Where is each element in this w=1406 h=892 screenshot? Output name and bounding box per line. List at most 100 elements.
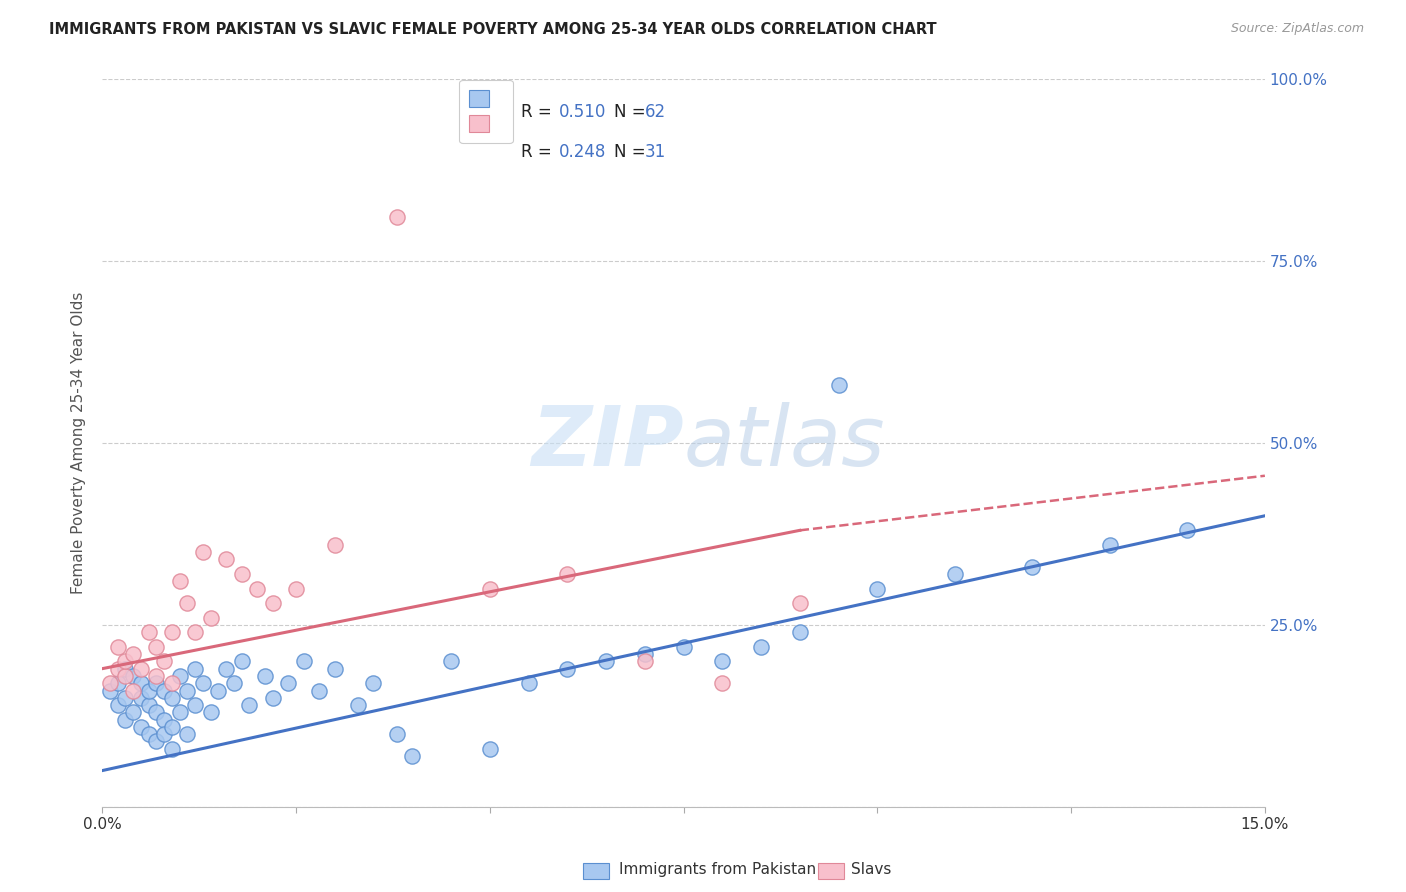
Point [478, 582, 501, 596]
Point [107, 640, 129, 654]
Point [129, 720, 152, 734]
Point [122, 669, 145, 683]
Point [215, 662, 238, 676]
Y-axis label: Female Poverty Among 25-34 Year Olds: Female Poverty Among 25-34 Year Olds [72, 292, 86, 594]
Point [246, 582, 269, 596]
Point [200, 706, 222, 720]
Point [122, 647, 145, 661]
Point [262, 690, 284, 705]
Point [215, 552, 238, 566]
Text: IMMIGRANTS FROM PAKISTAN VS SLAVIC FEMALE POVERTY AMONG 25-34 YEAR OLDS CORRELAT: IMMIGRANTS FROM PAKISTAN VS SLAVIC FEMAL… [49, 22, 936, 37]
Point [114, 690, 136, 705]
Text: R =: R = [520, 143, 557, 161]
Point [176, 683, 198, 698]
Point [129, 690, 152, 705]
Point [1175, 524, 1198, 538]
Point [160, 720, 183, 734]
Point [145, 640, 167, 654]
Point [517, 676, 540, 690]
Point [98, 683, 121, 698]
Point [827, 377, 849, 392]
Point [122, 706, 145, 720]
Point [114, 654, 136, 668]
Point [107, 698, 129, 712]
Point [160, 676, 183, 690]
Point [711, 654, 734, 668]
Point [385, 727, 408, 741]
Point [231, 567, 253, 582]
Text: atlas: atlas [683, 402, 886, 483]
Point [153, 654, 176, 668]
Point [866, 582, 889, 596]
Point [169, 706, 191, 720]
Point [114, 662, 136, 676]
Point [98, 676, 121, 690]
Point [129, 676, 152, 690]
Text: N =: N = [614, 103, 651, 120]
Point [160, 625, 183, 640]
Point [114, 713, 136, 727]
Point [385, 211, 408, 225]
Point [292, 654, 315, 668]
Point [114, 669, 136, 683]
Point [191, 676, 214, 690]
Point [634, 647, 657, 661]
Point [634, 654, 657, 668]
Point [207, 683, 229, 698]
Point [478, 741, 501, 756]
Point [169, 669, 191, 683]
Point [789, 625, 811, 640]
Text: 0.248: 0.248 [560, 143, 606, 161]
Point [1021, 559, 1043, 574]
Text: 0.510: 0.510 [560, 103, 606, 120]
Point [184, 662, 207, 676]
Point [138, 683, 160, 698]
Point [262, 596, 284, 610]
Point [153, 683, 176, 698]
Point [176, 727, 198, 741]
Point [238, 698, 260, 712]
Text: 62: 62 [645, 103, 666, 120]
Point [184, 625, 207, 640]
Point [145, 669, 167, 683]
Point [160, 690, 183, 705]
Point [153, 727, 176, 741]
Point [138, 727, 160, 741]
Point [308, 683, 330, 698]
Point [323, 662, 346, 676]
Point [555, 567, 578, 582]
Point [749, 640, 772, 654]
Point [672, 640, 695, 654]
Point [363, 676, 385, 690]
Point [323, 538, 346, 552]
Point [943, 567, 966, 582]
Point [160, 741, 183, 756]
Text: N =: N = [614, 143, 651, 161]
Point [277, 676, 299, 690]
Point [184, 698, 207, 712]
Point [145, 706, 167, 720]
Point [153, 713, 176, 727]
Point [789, 596, 811, 610]
Text: Source: ZipAtlas.com: Source: ZipAtlas.com [1230, 22, 1364, 36]
Point [595, 654, 617, 668]
Point [107, 676, 129, 690]
Text: R =: R = [520, 103, 557, 120]
Point [138, 698, 160, 712]
Point [285, 582, 308, 596]
Point [191, 545, 214, 559]
Point [122, 683, 145, 698]
Point [222, 676, 245, 690]
Point [200, 610, 222, 624]
Point [169, 574, 191, 589]
Text: Slavs: Slavs [851, 863, 891, 877]
Point [231, 654, 253, 668]
Point [129, 662, 152, 676]
Text: ZIP: ZIP [531, 402, 683, 483]
Point [440, 654, 463, 668]
Legend: , : , [460, 80, 513, 143]
Point [145, 676, 167, 690]
Point [176, 596, 198, 610]
Point [107, 662, 129, 676]
Text: Immigrants from Pakistan: Immigrants from Pakistan [619, 863, 815, 877]
